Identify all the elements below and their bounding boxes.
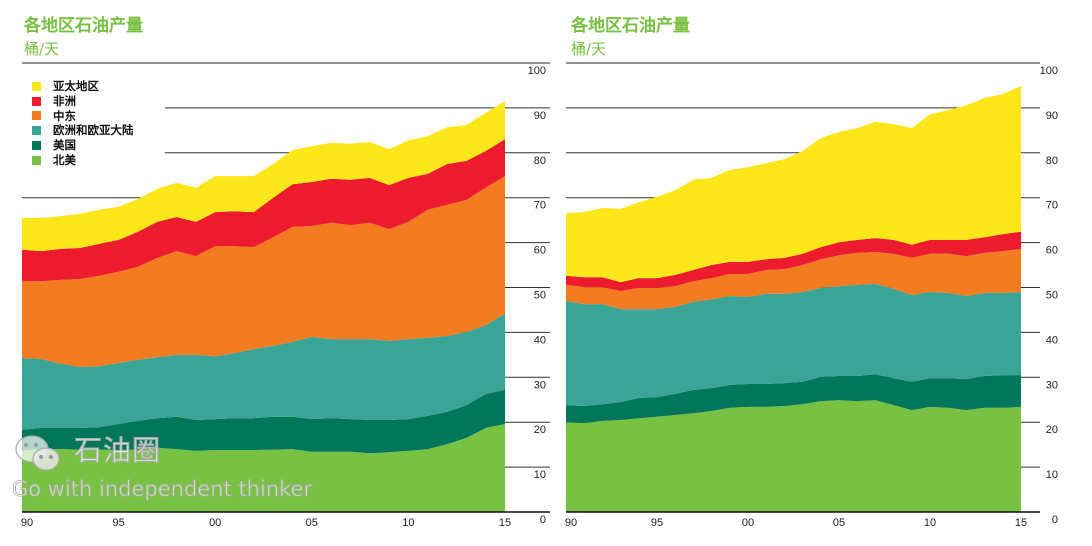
chart-legend: 亚太地区 非洲 中东 欧洲和欧亚大陆 美国 北美	[32, 79, 134, 168]
y-tick-label: 100	[1040, 65, 1058, 77]
legend-item: 北美	[32, 153, 134, 168]
y-tick-label: 0	[540, 514, 546, 526]
area-series-2	[22, 313, 505, 430]
x-tick-label: 05	[833, 517, 845, 529]
y-tick-label: 20	[534, 424, 546, 436]
x-tick-label: 10	[924, 517, 936, 529]
legend-item: 美国	[32, 138, 134, 153]
y-tick-label: 90	[1046, 110, 1058, 122]
legend-swatch	[32, 126, 41, 136]
legend-label: 亚太地区	[53, 79, 99, 93]
legend-label: 非洲	[53, 93, 76, 108]
area-series-5	[22, 101, 505, 252]
y-tick-label: 70	[1046, 200, 1058, 212]
x-tick-label: 10	[402, 517, 414, 529]
area-series-4	[566, 231, 1021, 292]
y-tick-label: 30	[534, 379, 546, 391]
area-series-3	[566, 248, 1021, 310]
right-chart-title: 各地区石油产量	[571, 16, 690, 36]
area-series-4	[22, 139, 505, 282]
legend-item: 亚太地区	[32, 79, 134, 94]
x-tick-label: 00	[209, 517, 221, 529]
x-tick-label: 95	[112, 517, 124, 529]
watermark-slogan: Go with independent thinker	[12, 477, 313, 502]
legend-item: 中东	[32, 109, 134, 124]
area-series-2	[566, 283, 1021, 406]
legend-swatch	[32, 81, 41, 91]
x-tick-label: 90	[21, 517, 33, 529]
legend-swatch	[32, 155, 41, 165]
wechat-logo-icon	[15, 435, 60, 471]
y-tick-label: 100	[528, 65, 546, 77]
area-series-0	[566, 400, 1021, 512]
y-tick-label: 30	[1046, 379, 1058, 391]
y-tick-label: 20	[1046, 424, 1058, 436]
area-series-0	[22, 424, 505, 512]
x-tick-label: 00	[742, 517, 754, 529]
y-tick-label: 10	[534, 469, 546, 481]
right-chart-unit: 桶/天	[571, 40, 607, 58]
area-series-5	[566, 85, 1021, 283]
y-tick-label: 60	[1046, 245, 1058, 257]
x-tick-label: 15	[1015, 517, 1027, 529]
legend-swatch	[32, 111, 41, 121]
area-series-1	[566, 374, 1021, 424]
area-series-1	[22, 389, 505, 454]
legend-item: 非洲	[32, 94, 134, 109]
y-tick-label: 50	[1046, 290, 1058, 302]
area-series-3	[22, 176, 505, 367]
left-chart-unit: 桶/天	[24, 40, 60, 58]
legend-label: 美国	[53, 138, 76, 153]
x-tick-label: 05	[306, 517, 318, 529]
legend-item: 欧洲和欧亚大陆	[32, 123, 134, 138]
y-tick-label: 40	[534, 334, 546, 346]
left-chart-title: 各地区石油产量	[24, 16, 143, 36]
legend-swatch	[32, 141, 41, 151]
y-tick-label: 60	[534, 245, 546, 257]
legend-label: 欧洲和欧亚大陆	[53, 123, 134, 138]
y-tick-label: 80	[1046, 155, 1058, 167]
x-tick-label: 15	[499, 517, 511, 529]
y-tick-label: 0	[1052, 514, 1058, 526]
x-tick-label: 90	[565, 517, 577, 529]
legend-label: 北美	[53, 152, 76, 167]
legend-swatch	[32, 96, 41, 106]
x-tick-label: 95	[651, 517, 663, 529]
legend-label: 中东	[53, 108, 76, 123]
y-tick-label: 80	[534, 155, 546, 167]
y-tick-label: 40	[1046, 334, 1058, 346]
y-tick-label: 70	[534, 200, 546, 212]
watermark-logo-text: 石油圈	[73, 434, 162, 468]
y-tick-label: 10	[1046, 469, 1058, 481]
y-tick-label: 90	[534, 110, 546, 122]
y-tick-label: 50	[534, 290, 546, 302]
